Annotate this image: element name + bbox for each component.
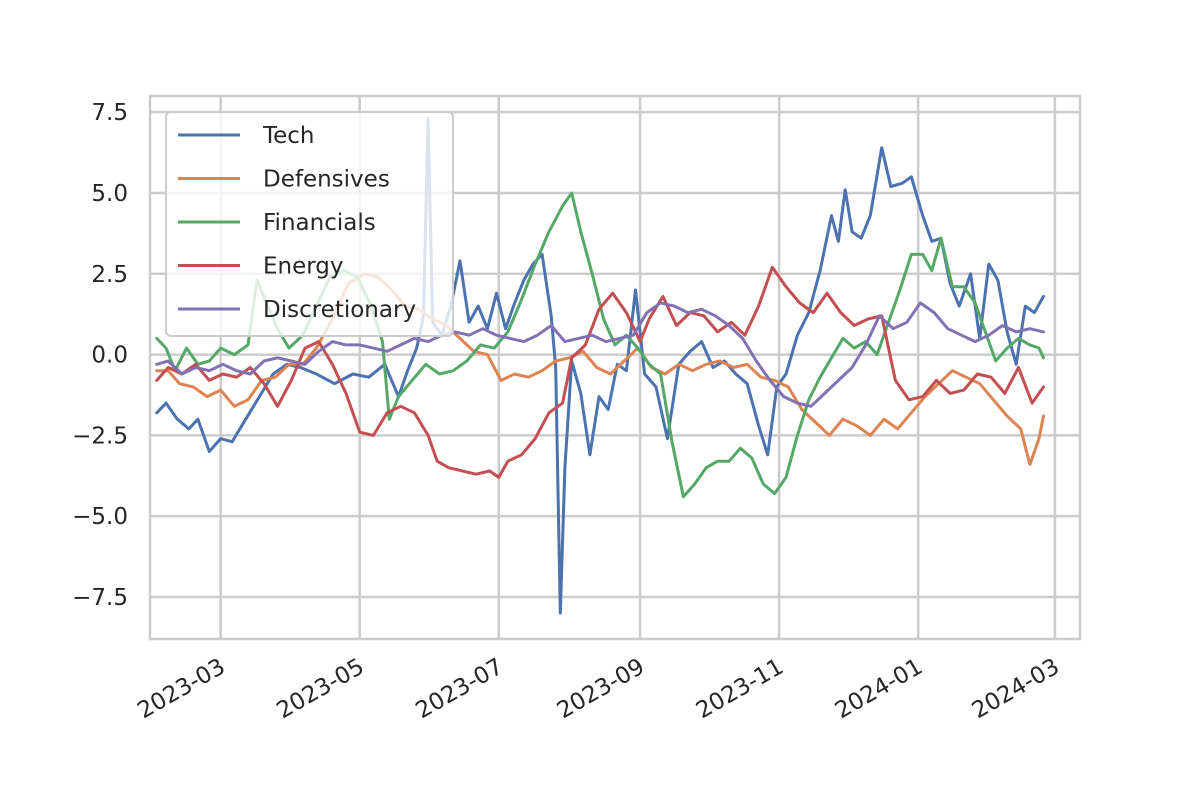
legend-label-defensives: Defensives [263, 167, 390, 193]
y-tick-label: 0.0 [91, 343, 128, 369]
y-tick-label: −7.5 [72, 585, 128, 611]
legend-label-energy: Energy [263, 254, 344, 280]
series-line-tech [155, 117, 1045, 615]
axes-frame [148, 94, 1082, 641]
plot-area: −7.5−5.0−2.50.02.55.07.5 2023-03 2023-05 2… [72, 94, 1082, 724]
series-lines [155, 117, 1045, 615]
y-tick-label: −5.0 [72, 504, 128, 530]
legend-label-tech: Tech [262, 123, 315, 149]
legend: Tech Defensives Financials Energy Discretion… [165, 111, 454, 337]
y-tick-label: 5.0 [91, 181, 128, 207]
legend-box [165, 111, 454, 337]
y-tick-label: 2.5 [91, 262, 128, 288]
series-line-financials [155, 191, 1045, 499]
y-tick-label: −2.5 [72, 423, 128, 449]
series-line-discretionary [155, 301, 1045, 408]
series-line-energy [155, 265, 1045, 479]
legend-label-discretionary: Discretionary [263, 297, 416, 323]
legend-label-financials: Financials [263, 210, 376, 236]
y-tick-label: 7.5 [91, 100, 128, 126]
y-axis-ticks: −7.5 −5.0 −2.5 0.0 2.5 5.0 7.5 [72, 100, 128, 611]
